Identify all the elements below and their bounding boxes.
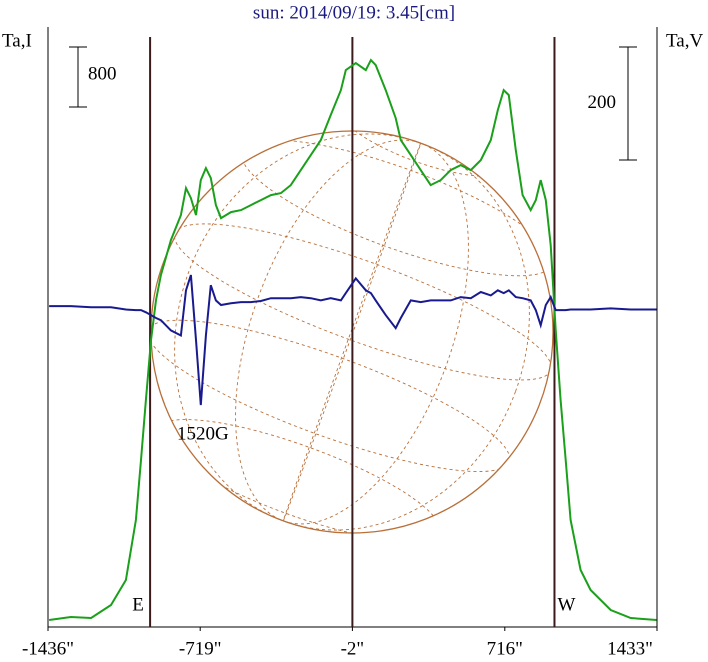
- chart-title: sun: 2014/09/19: 3.45[cm]: [253, 2, 455, 23]
- y-axis-label: Ta,I: [2, 30, 32, 51]
- x-tick-label: -1436": [22, 638, 74, 659]
- x-tick-label: -719": [179, 638, 222, 659]
- solar-disk: [147, 98, 554, 542]
- x-tick-label: 716": [487, 638, 523, 659]
- limb-label: W: [558, 594, 576, 615]
- x-tick-label: 1433": [607, 638, 653, 659]
- series-line: [48, 58, 657, 621]
- series-line: [49, 274, 657, 406]
- x-tick-label: -2": [341, 638, 365, 659]
- y2-axis-label: Ta,V: [666, 30, 703, 51]
- annotation: 1520G: [177, 423, 229, 444]
- scale-label: 800: [88, 63, 117, 84]
- scale-label: 200: [588, 92, 617, 113]
- limb-label: E: [132, 594, 144, 615]
